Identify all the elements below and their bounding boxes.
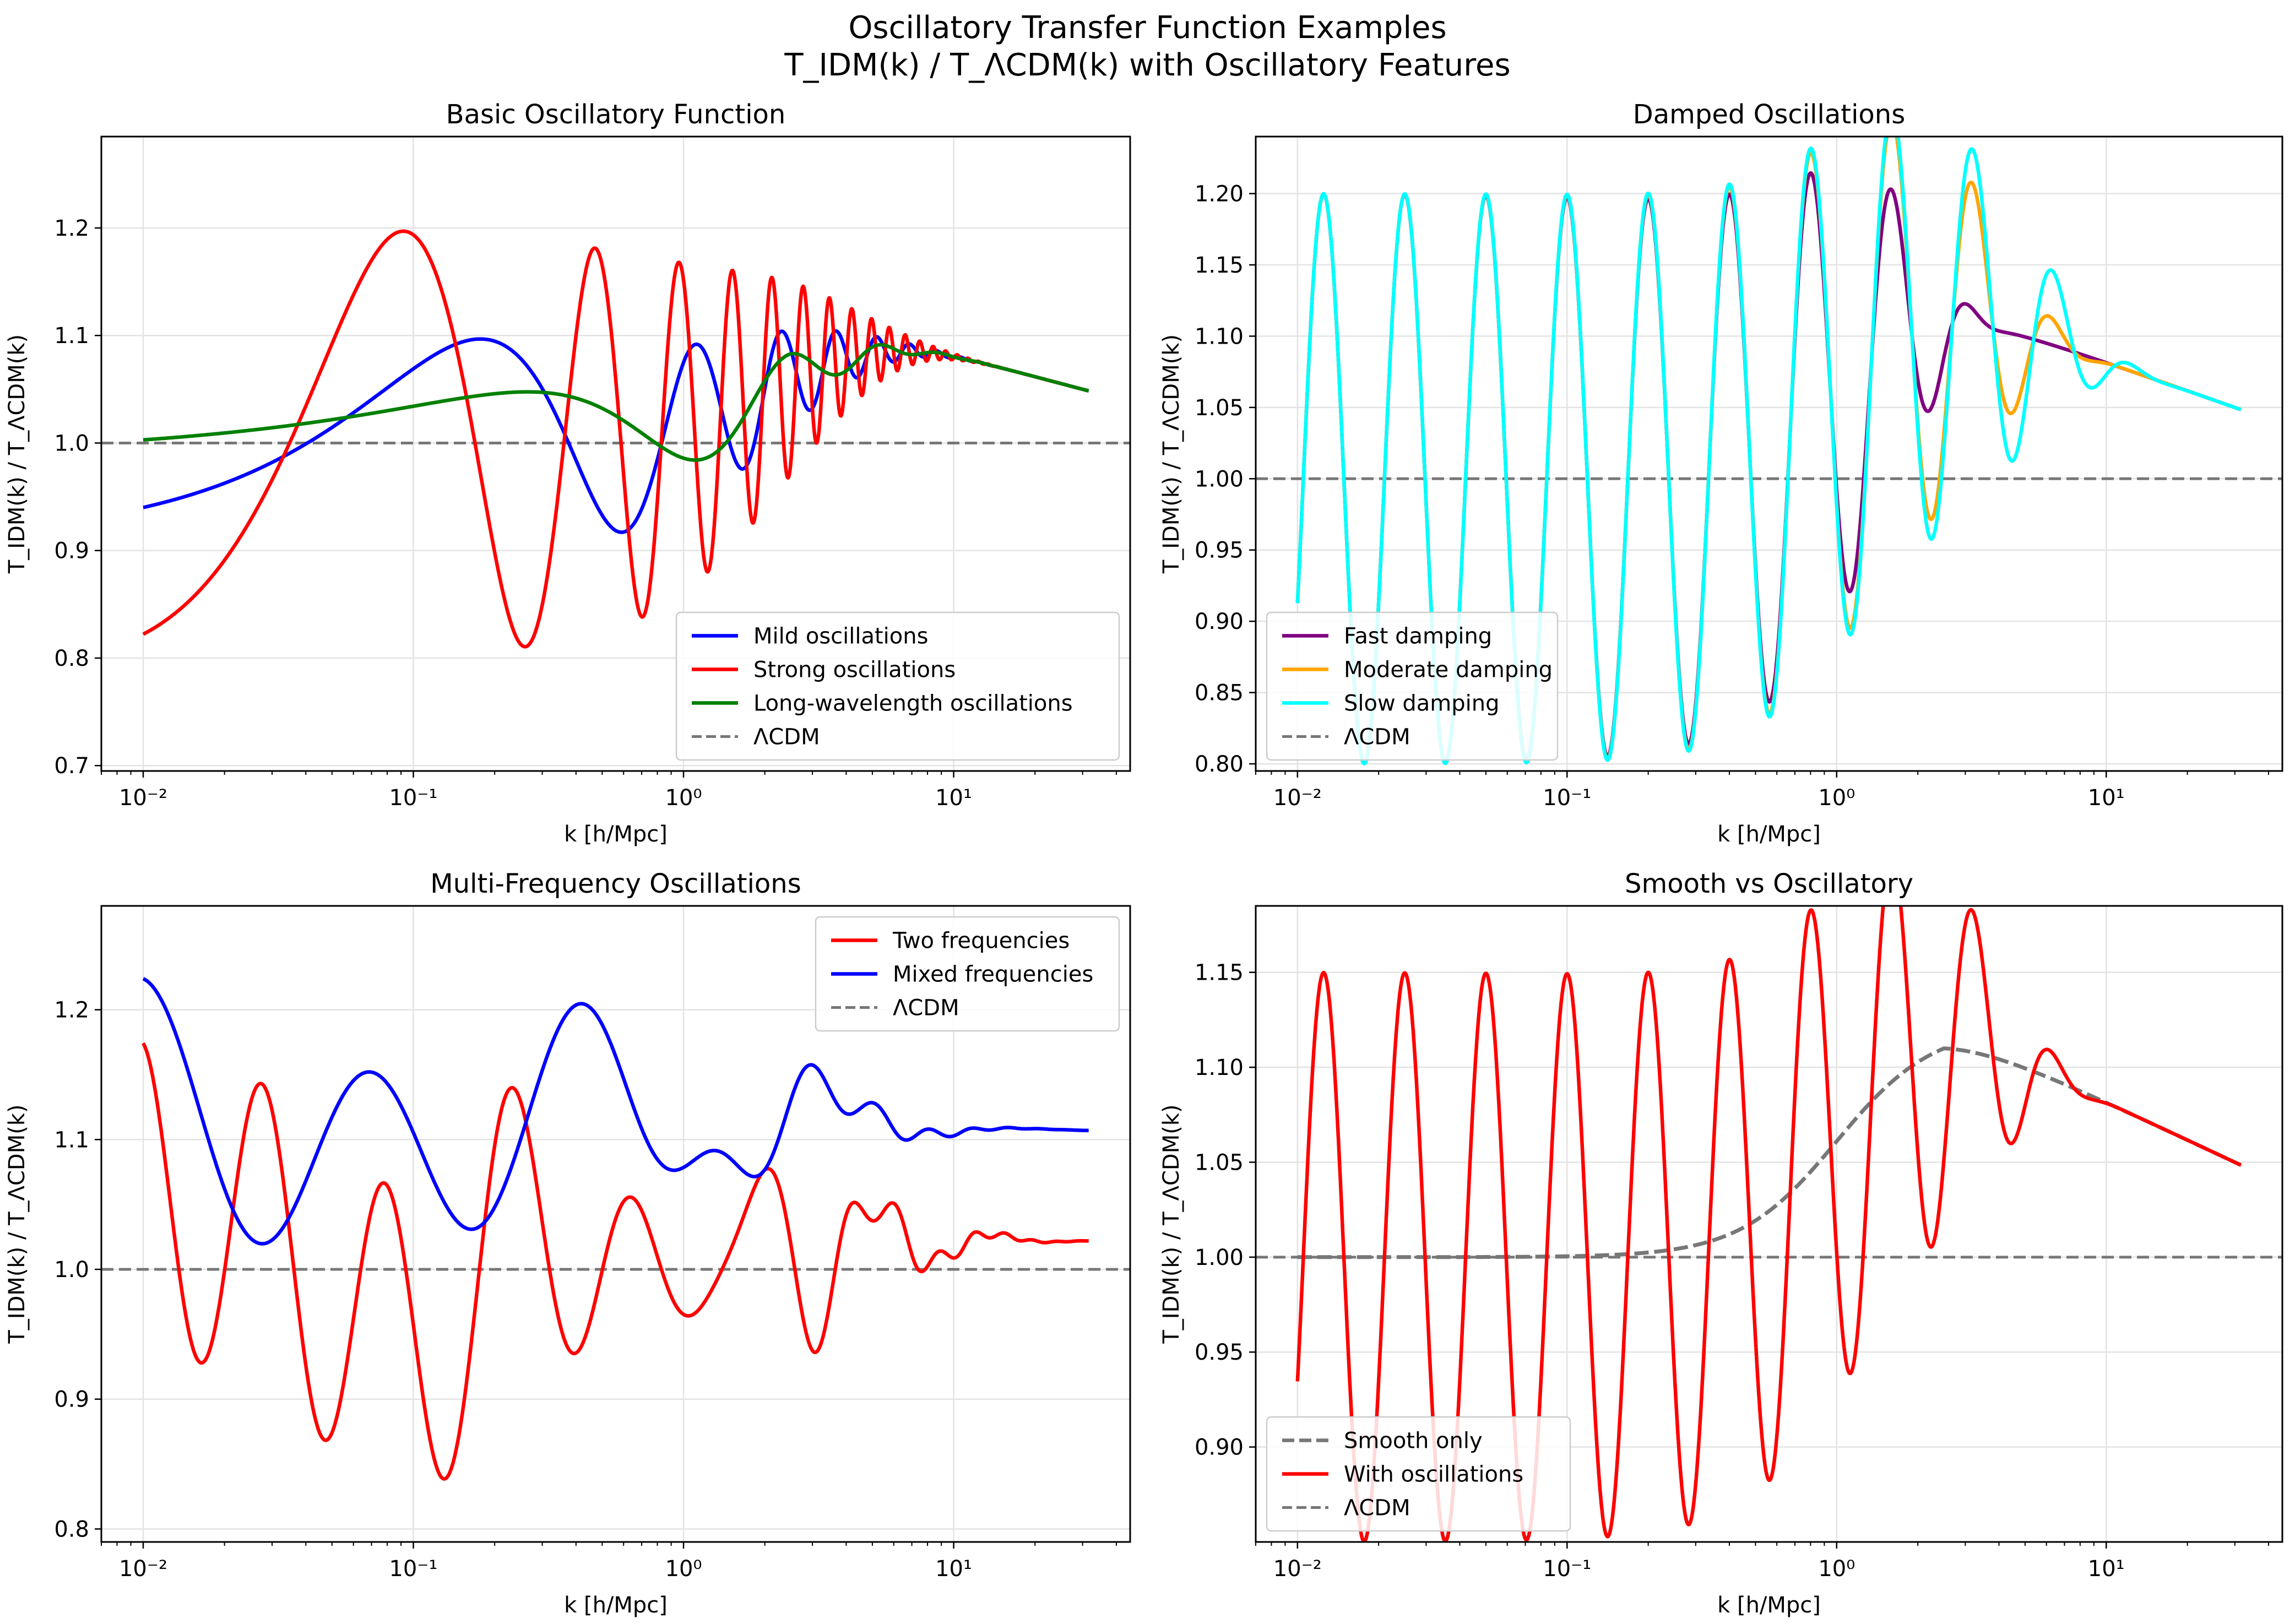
y-tick-label: 0.80 (1195, 752, 1244, 777)
legend: Two frequencies Mixed frequencies ΛCDM (815, 916, 1120, 1032)
y-tick-label: 1.1 (54, 323, 89, 349)
chart-panel-2: 10⁻² 10⁻¹ 10⁰ 10¹ 0.80 0.85 0.90 0.95 1.00 1.05 1.… (1159, 99, 2283, 847)
x-tick-label: 10⁻² (1273, 785, 1322, 811)
axes-frame (100, 135, 1131, 772)
legend-label: Strong oscillations (753, 658, 956, 683)
panel-title: Smooth vs Oscillatory (1625, 868, 1913, 899)
x-axis-label: k [h/Mpc] (564, 1593, 668, 1618)
series-line-two-frequencies (142, 1042, 1090, 1481)
y-tick-label: 0.9 (54, 1387, 89, 1413)
x-tick-label: 10⁰ (1818, 1556, 1855, 1582)
legend-label: Slow damping (1344, 691, 1500, 716)
x-tick-label: 10⁻¹ (389, 785, 437, 811)
legend-label: ΛCDM (1344, 725, 1410, 750)
x-axis-label: k [h/Mpc] (1717, 822, 1821, 847)
x-axis-label: k [h/Mpc] (564, 822, 668, 847)
y-tick-label: 0.9 (54, 539, 89, 564)
legend-label: Smooth only (1344, 1429, 1483, 1454)
y-tick-label: 1.0 (54, 1257, 89, 1283)
legend-label: With oscillations (1344, 1462, 1523, 1487)
x-tick-label: 10⁰ (665, 1556, 702, 1582)
legend-label: Long-wavelength oscillations (753, 691, 1073, 716)
y-tick-label: 0.85 (1195, 681, 1244, 706)
panel-title: Multi-Frequency Oscillations (430, 868, 801, 899)
legend-label: Mixed frequencies (893, 962, 1093, 987)
x-tick-label: 10¹ (2088, 785, 2125, 811)
legend-label: ΛCDM (753, 725, 820, 750)
panel-title: Basic Oscillatory Function (446, 99, 786, 130)
x-axis-label: k [h/Mpc] (1717, 1593, 1821, 1618)
figure-subtitle: T_IDM(k) / T_ΛCDM(k) with Oscillatory Fe… (784, 47, 1511, 83)
series-line-strong-oscillations (142, 229, 1090, 649)
y-tick-label: 1.05 (1195, 1150, 1244, 1175)
legend-label: ΛCDM (893, 996, 959, 1021)
y-tick-label: 1.00 (1195, 1245, 1244, 1270)
y-tick-label: 0.95 (1195, 1340, 1244, 1365)
y-tick-label: 1.10 (1195, 324, 1244, 349)
y-axis-label: T_IDM(k) / T_ΛCDM(k) (1159, 1104, 1184, 1344)
legend-box (1266, 611, 1559, 761)
y-tick-label: 1.2 (54, 216, 89, 241)
y-tick-label: 0.90 (1195, 1435, 1244, 1460)
y-axis-label: T_IDM(k) / T_ΛCDM(k) (4, 1104, 30, 1344)
y-tick-label: 1.10 (1195, 1055, 1244, 1080)
axes-frame (100, 905, 1131, 1543)
series-line-mixed-frequencies (142, 977, 1090, 1246)
legend-label: Fast damping (1344, 624, 1492, 649)
x-tick-label: 10⁻¹ (389, 1556, 437, 1582)
legend-label: Moderate damping (1344, 658, 1553, 683)
y-tick-label: 0.8 (54, 646, 89, 671)
y-tick-label: 0.90 (1195, 609, 1244, 634)
y-tick-label: 1.00 (1195, 466, 1244, 492)
legend: Mild oscillations Strong oscillations Long… (675, 611, 1120, 761)
x-tick-label: 10⁻² (1273, 1556, 1322, 1582)
x-tick-label: 10¹ (935, 1556, 972, 1582)
legend-box (815, 916, 1120, 1032)
legend-label: ΛCDM (1344, 1496, 1410, 1521)
axes-frame (1255, 905, 2283, 1543)
chart-panel-1: 10⁻² 10⁻¹ 10⁰ 10¹ 0.7 0.8 0.9 1.0 1.1 1.2 Basic Os… (4, 99, 1131, 847)
x-tick-label: 10⁻¹ (1543, 1556, 1591, 1582)
y-tick-label: 1.2 (54, 998, 89, 1023)
chart-panel-3: 10⁻² 10⁻¹ 10⁰ 10¹ 0.8 0.9 1.0 1.1 1.2 Multi-Frequ… (4, 868, 1131, 1618)
y-tick-label: 1.15 (1195, 960, 1244, 986)
legend-label: Mild oscillations (753, 624, 928, 649)
x-tick-label: 10⁻¹ (1543, 785, 1591, 811)
legend-box (1266, 1416, 1571, 1532)
legend-box (675, 611, 1120, 761)
series-line-long-wavelength-oscillations (142, 343, 1090, 462)
y-tick-label: 1.0 (54, 431, 89, 456)
y-axis-label: T_IDM(k) / T_ΛCDM(k) (4, 334, 30, 574)
y-tick-label: 0.8 (54, 1517, 89, 1542)
figure-title: Oscillatory Transfer Function Examples (848, 10, 1447, 46)
series-line-mild-oscillations (142, 329, 1090, 534)
x-tick-label: 10⁰ (1818, 785, 1855, 811)
y-tick-label: 0.95 (1195, 538, 1244, 563)
legend-label: Two frequencies (892, 928, 1070, 954)
y-tick-label: 1.05 (1195, 395, 1244, 421)
y-axis-label: T_IDM(k) / T_ΛCDM(k) (1159, 334, 1184, 574)
x-tick-label: 10¹ (935, 785, 972, 811)
y-tick-label: 0.7 (54, 753, 89, 779)
y-tick-label: 1.15 (1195, 253, 1244, 278)
y-tick-label: 1.1 (54, 1127, 89, 1153)
x-tick-label: 10⁻² (119, 1556, 167, 1582)
panel-title: Damped Oscillations (1633, 99, 1905, 130)
x-tick-label: 10⁻² (119, 785, 167, 811)
y-tick-label: 1.20 (1195, 182, 1244, 207)
legend: Fast damping Moderate damping Slow damping… (1266, 611, 1559, 761)
axes-frame (1255, 135, 2283, 772)
x-tick-label: 10¹ (2088, 1556, 2125, 1582)
chart-panel-4: 10⁻² 10⁻¹ 10⁰ 10¹ 0.90 0.95 1.00 1.05 1.10 1.15 Sm… (1159, 868, 2283, 1618)
legend: Smooth only With oscillations ΛCDM (1266, 1416, 1571, 1532)
series-line-smooth-only (1296, 1046, 2243, 1259)
x-tick-label: 10⁰ (665, 785, 702, 811)
